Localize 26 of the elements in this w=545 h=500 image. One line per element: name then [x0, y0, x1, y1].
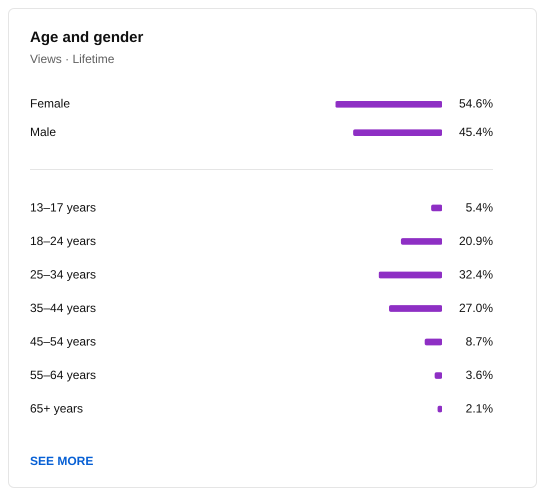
text: Age and gender — [30, 28, 144, 48]
bar — [424, 338, 442, 346]
y-tick-label: 45–54 years — [30, 334, 96, 348]
data-label: 54.6% — [458, 96, 494, 111]
y-tick-label: 13–17 years — [30, 200, 96, 214]
data-label: 32.4% — [458, 267, 494, 282]
data-label: 3.6% — [466, 368, 494, 382]
y-tick-label: 65+ years — [30, 401, 84, 416]
data-label: 20.9% — [458, 234, 494, 248]
y-tick-label: Female — [30, 96, 70, 111]
text: SEE MORE — [30, 453, 94, 469]
data-label: 5.4% — [466, 200, 494, 214]
data-label: 2.1% — [466, 401, 494, 416]
bar — [389, 305, 442, 312]
text: Views · Lifetime — [30, 52, 116, 66]
data-label: 8.7% — [466, 334, 494, 348]
bar — [431, 204, 442, 212]
y-tick-label: 18–24 years — [30, 234, 96, 248]
y-tick-label: Male — [30, 124, 56, 139]
data-label: 45.4% — [458, 124, 494, 139]
data-label: 27.0% — [458, 300, 494, 315]
y-tick-label: 35–44 years — [30, 300, 96, 315]
bar — [400, 238, 442, 245]
bar — [378, 272, 442, 278]
y-tick-label: 55–64 years — [30, 368, 96, 382]
y-tick-label: 25–34 years — [30, 267, 96, 282]
